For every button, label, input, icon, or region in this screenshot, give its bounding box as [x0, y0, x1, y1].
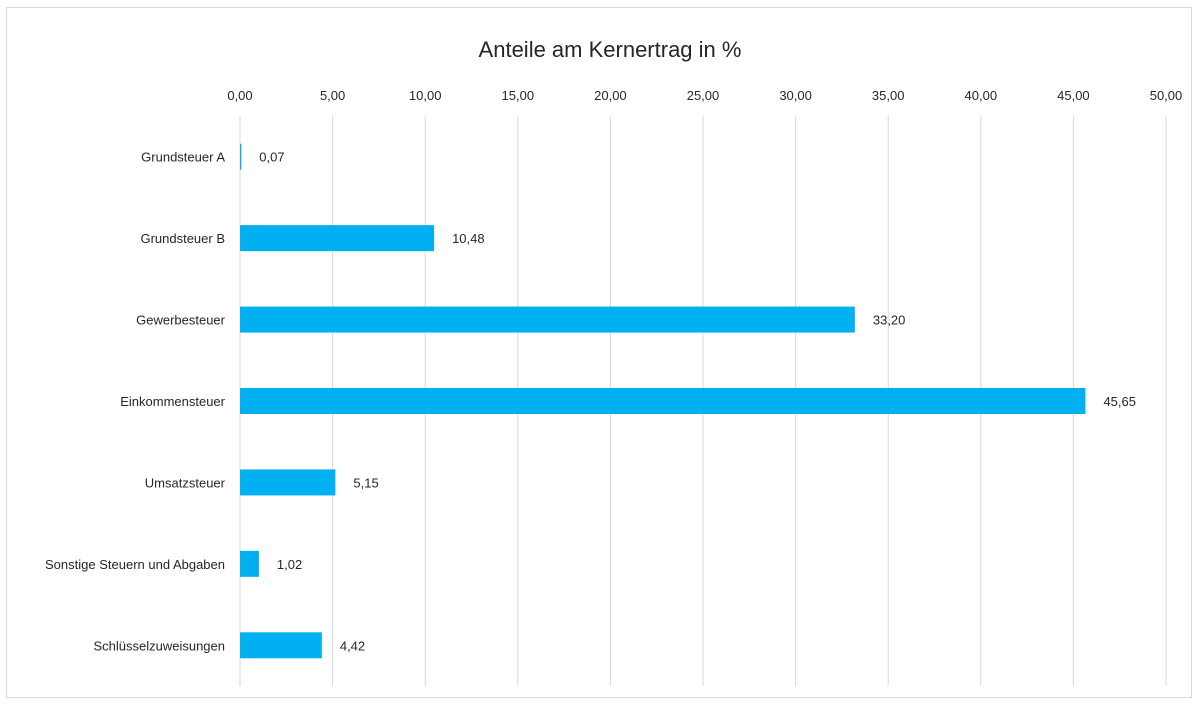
x-tick-label: 10,00: [409, 88, 442, 103]
bar: [240, 550, 259, 577]
x-tick-label: 35,00: [872, 88, 905, 103]
data-label: 10,48: [452, 231, 485, 246]
category-label: Schlüsselzuweisungen: [93, 638, 225, 653]
category-labels: Grundsteuer A Grundsteuer B Gewerbesteuer E…: [45, 150, 226, 654]
x-tick-label: 25,00: [687, 88, 720, 103]
x-tick-label: 45,00: [1057, 88, 1090, 103]
data-label: 4,42: [340, 638, 365, 653]
data-label: 5,15: [353, 475, 378, 490]
bars: [240, 143, 1086, 659]
bar: [240, 306, 855, 333]
x-tick-label: 20,00: [594, 88, 627, 103]
category-label: Sonstige Steuern und Abgaben: [45, 557, 225, 572]
x-tick-label: 15,00: [502, 88, 535, 103]
chart-title: Anteile am Kernertrag in %: [479, 37, 742, 62]
x-tick-label: 50,00: [1150, 88, 1183, 103]
bar: [240, 632, 322, 659]
data-label: 1,02: [277, 557, 302, 572]
bar: [240, 469, 336, 496]
data-label: 45,65: [1103, 394, 1136, 409]
bar: [240, 143, 242, 170]
data-label: 0,07: [259, 150, 284, 165]
category-label: Gewerbesteuer: [136, 313, 226, 328]
bar: [240, 388, 1086, 414]
x-tick-label: 0,00: [227, 88, 252, 103]
x-tick-label: 30,00: [779, 88, 812, 103]
x-tick-label: 40,00: [965, 88, 998, 103]
category-label: Umsatzsteuer: [145, 475, 226, 490]
category-label: Einkommensteuer: [120, 394, 225, 409]
x-axis-ticks: 0,00 5,00 10,00 15,00 20,00 25,00 30,00 35,00 40…: [227, 88, 1182, 103]
category-label: Grundsteuer B: [140, 231, 225, 246]
bar-chart: Anteile am Kernertrag in % 0,00 5,00 10,00…: [45, 37, 1182, 686]
chart-frame: Anteile am Kernertrag in % 0,00 5,00 10,00…: [6, 7, 1192, 698]
data-labels: 0,07 10,48 33,20 45,65 5,15 1,02 4,42: [259, 150, 1136, 654]
category-label: Grundsteuer A: [141, 150, 225, 165]
data-label: 33,20: [873, 313, 906, 328]
x-tick-label: 5,00: [320, 88, 345, 103]
bar: [240, 225, 435, 252]
